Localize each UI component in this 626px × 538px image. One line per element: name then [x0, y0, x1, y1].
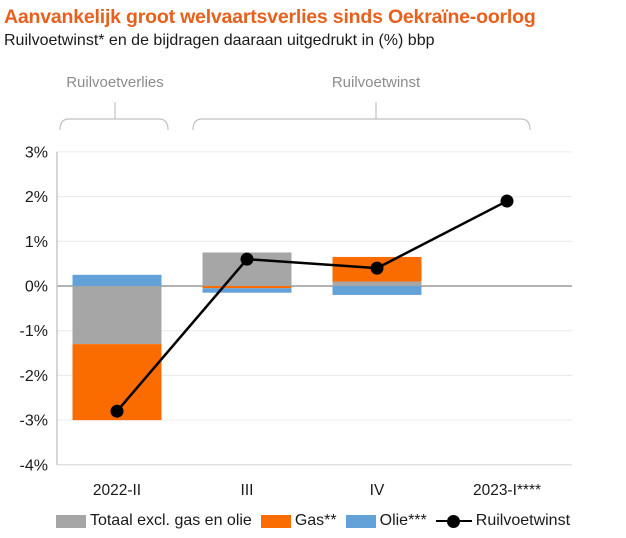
line-point — [500, 194, 514, 208]
y-tick-label: 3% — [25, 144, 48, 161]
chart-title: Aanvankelijk groot welvaartsverlies sind… — [4, 6, 536, 28]
bar-segment — [332, 286, 422, 295]
legend-line-marker-icon — [435, 514, 472, 528]
line-point — [110, 404, 124, 418]
x-tick-label: IV — [370, 482, 385, 499]
legend-item-gas: Gas** — [260, 512, 337, 530]
legend-label-olie: Olie*** — [379, 512, 427, 529]
bar-segment — [202, 288, 292, 293]
line-series — [110, 194, 514, 418]
legend-item-totaal: Totaal excl. gas en olie — [55, 512, 252, 530]
chart-canvas: Ruilvoetverlies Ruilvoetwinst 3% 2% 1% 0% -1… — [20, 74, 572, 499]
legend-line-dot-icon — [446, 514, 460, 528]
legend-label-gas: Gas** — [294, 512, 337, 529]
legend-swatch-olie-icon — [345, 514, 376, 528]
x-axis-labels: 2022-II III IV 2023-I**** — [93, 482, 541, 499]
bracket-annotations: Ruilvoetverlies Ruilvoetwinst — [59, 74, 531, 131]
y-tick-label: -4% — [20, 457, 48, 474]
legend-label-totaal: Totaal excl. gas en olie — [89, 512, 252, 529]
bar-segment — [332, 281, 422, 286]
chart-header: Aanvankelijk groot welvaartsverlies sind… — [0, 0, 626, 51]
legend-item-ruilvoetwinst: Ruilvoetwinst — [435, 512, 571, 530]
x-tick-label: 2023-I**** — [473, 482, 541, 499]
legend-label-ruilvoetwinst: Ruilvoetwinst — [475, 512, 571, 529]
chart-subtitle: Ruilvoetwinst* en de bijdragen daaraan u… — [4, 32, 435, 49]
loss-bracket-label: Ruilvoetverlies — [66, 74, 164, 91]
bar-segment — [202, 286, 292, 289]
bar-segment — [72, 274, 162, 286]
legend-swatch-totaal-icon — [55, 514, 86, 528]
y-tick-label: -2% — [20, 368, 48, 385]
line-point — [370, 261, 384, 275]
line-path — [116, 199, 508, 413]
legend-swatch-gas-icon — [260, 514, 291, 528]
x-tick-label: III — [241, 482, 254, 499]
y-tick-label: 2% — [25, 189, 48, 206]
y-axis: 3% 2% 1% 0% -1% -2% -3% -4% — [20, 144, 58, 474]
y-tick-label: -1% — [20, 323, 48, 340]
line-point — [240, 252, 254, 266]
legend: Totaal excl. gas en olie Gas** Olie*** R… — [0, 504, 626, 538]
y-tick-label: 1% — [25, 234, 48, 251]
y-tick-label: -3% — [20, 413, 48, 430]
bar-segment — [72, 286, 162, 345]
legend-item-olie: Olie*** — [345, 512, 427, 530]
loss-bracket-shape — [59, 102, 169, 131]
y-tick-label: 0% — [25, 279, 48, 296]
bar-series — [72, 252, 422, 421]
gain-bracket-shape — [192, 102, 531, 131]
x-tick-label: 2022-II — [93, 482, 141, 499]
gain-bracket-label: Ruilvoetwinst — [332, 74, 421, 91]
